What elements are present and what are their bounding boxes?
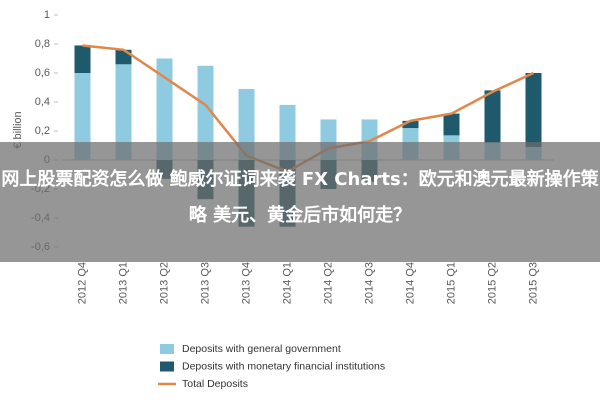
- legend-swatch: [160, 344, 174, 354]
- x-tick-label: 2014 Q3: [363, 262, 375, 304]
- x-tick-label: 2012 Q4: [76, 262, 88, 304]
- bar: [443, 113, 460, 136]
- x-tick-label: 2015 Q1: [445, 262, 457, 304]
- bar: [74, 45, 91, 73]
- overlay-title: 网上股票配资怎么做 鲍威尔证词来袭 FX Charts：欧元和澳元最新操作策略 …: [0, 142, 600, 262]
- y-axis-label: € billion: [12, 111, 24, 148]
- x-tick-label: 2015 Q3: [527, 262, 539, 304]
- x-tick-label: 2013 Q2: [158, 262, 170, 304]
- x-tick-label: 2014 Q1: [281, 262, 293, 304]
- y-tick-label: 1: [44, 9, 50, 21]
- legend-label: Deposits with general government: [182, 343, 341, 355]
- bar: [525, 73, 542, 147]
- bar: [197, 65, 214, 160]
- x-tick-label: 2014 Q2: [322, 262, 334, 304]
- legend-label: Total Deposits: [182, 378, 248, 390]
- x-tick-label: 2013 Q1: [117, 262, 129, 304]
- bar: [115, 49, 132, 65]
- x-tick-label: 2015 Q2: [486, 262, 498, 304]
- x-tick-label: 2014 Q4: [404, 262, 416, 304]
- legend-label: Deposits with monetary financial institu…: [182, 360, 385, 372]
- x-tick-label: 2013 Q3: [199, 262, 211, 304]
- legend-swatch: [160, 361, 174, 372]
- y-tick-label: 0,4: [35, 96, 50, 108]
- y-tick-label: 0,2: [35, 125, 50, 137]
- bar: [156, 58, 173, 160]
- bar: [484, 90, 501, 143]
- y-tick-label: 0,6: [35, 67, 50, 79]
- y-tick-label: 0,8: [35, 38, 50, 50]
- bar: [115, 64, 132, 160]
- bar: [402, 120, 419, 129]
- bar: [74, 73, 91, 160]
- x-tick-label: 2013 Q4: [240, 262, 252, 304]
